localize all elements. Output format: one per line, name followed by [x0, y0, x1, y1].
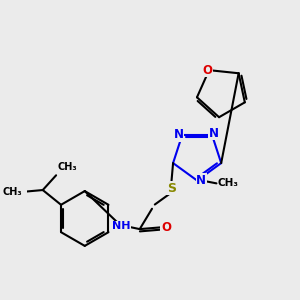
Text: CH₃: CH₃	[2, 187, 22, 197]
Text: N: N	[209, 127, 219, 140]
Text: CH₃: CH₃	[58, 163, 77, 172]
Text: O: O	[161, 221, 171, 234]
Text: N: N	[196, 174, 206, 187]
Text: NH: NH	[112, 221, 131, 231]
Text: CH₃: CH₃	[217, 178, 238, 188]
Text: O: O	[202, 64, 212, 77]
Text: N: N	[174, 128, 184, 141]
Text: S: S	[167, 182, 176, 195]
